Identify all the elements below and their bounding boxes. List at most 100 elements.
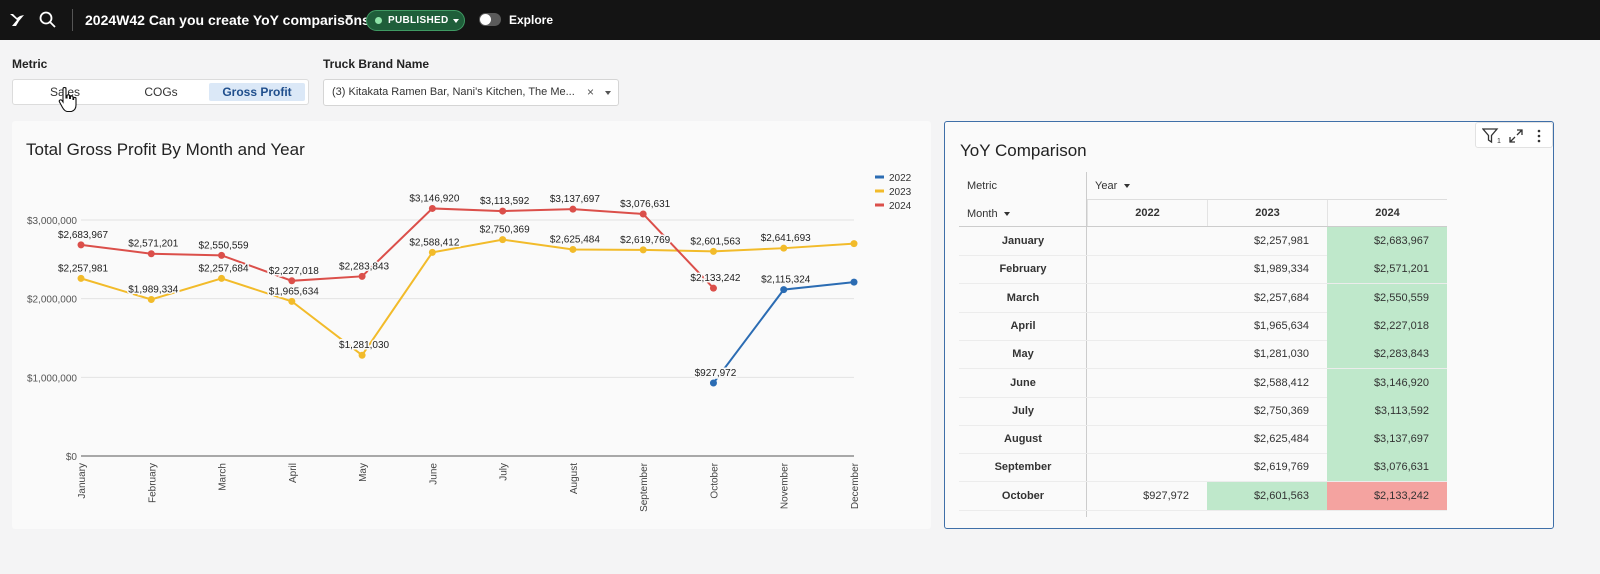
pivot-cell (1087, 340, 1207, 368)
legend-label: 2023 (889, 187, 912, 198)
pivot-cell: $2,683,967 (1327, 227, 1447, 255)
data-point-2023 (709, 247, 717, 255)
explore-toggle[interactable] (479, 13, 501, 26)
pivot-cell (1087, 397, 1207, 425)
yoy-title: YoY Comparison (960, 141, 1087, 160)
metric-option-cogs[interactable]: COGs (144, 85, 178, 99)
x-tick-label: April (288, 463, 299, 483)
data-point-2024 (288, 277, 296, 285)
explore-label: Explore (509, 13, 554, 27)
workbook-title[interactable]: 2024W42 Can you create YoY comparisons? (85, 12, 379, 28)
month-row-label: March (1006, 291, 1040, 304)
data-point-2024 (569, 205, 577, 213)
pivot-cell: $2,257,981 (1253, 235, 1309, 247)
row-divider (959, 311, 1447, 313)
status-badge-label: PUBLISHED (388, 15, 449, 26)
x-tick-label: May (358, 463, 369, 482)
header-divider (1087, 199, 1447, 200)
pivot-cell: $2,601,563 (1207, 481, 1327, 510)
chevron-down-icon[interactable] (345, 15, 353, 20)
metric-segmented-control: Sales COGs Gross Profit (12, 79, 309, 105)
data-point-2023 (147, 296, 155, 304)
chevron-down-icon (453, 18, 460, 23)
brand-multiselect-value: (3) Kitakata Ramen Bar, Nani's Kitchen, … (332, 86, 575, 98)
pivot-table: Metric Year Month 2022 2023 2024 January $2,257… (959, 172, 1449, 520)
expand-icon[interactable] (1508, 128, 1524, 144)
pivot-cell: $2,625,484 (1253, 433, 1309, 446)
pivot-cell: $2,588,412 (1253, 376, 1309, 389)
data-label-2023: $2,257,684 (199, 263, 249, 274)
pivot-cell: $3,113,592 (1327, 396, 1447, 425)
pivot-cell: $2,571,201 (1327, 255, 1447, 284)
x-tick-label: November (780, 462, 791, 509)
data-point-2024 (499, 207, 507, 215)
year-column-header: 2023 (1207, 200, 1327, 226)
pivot-cell: $3,137,697 (1327, 425, 1447, 454)
pivot-cell: $2,750,369 (1253, 404, 1309, 417)
divider (72, 9, 73, 31)
row-divider (959, 481, 1447, 483)
month-row-label: February (999, 263, 1047, 276)
data-label-2023: $2,625,484 (550, 234, 600, 245)
data-point-2023 (77, 274, 85, 282)
pivot-cell: $3,076,631 (1327, 453, 1447, 482)
data-label-2023: $2,588,412 (409, 237, 459, 248)
data-point-2022 (780, 286, 788, 294)
data-point-2022 (709, 379, 717, 387)
data-label-2024: $2,550,559 (199, 240, 249, 251)
filter-icon[interactable]: 1 (1482, 128, 1502, 144)
x-tick-label: September (639, 462, 650, 512)
chart-title: Total Gross Profit By Month and Year (26, 140, 305, 159)
x-tick-label: October (709, 462, 720, 498)
clear-icon[interactable]: × (587, 85, 595, 99)
column-divider (1086, 172, 1087, 517)
row-divider (959, 339, 1447, 341)
pivot-cell (1087, 227, 1207, 255)
data-point-2023 (428, 248, 436, 256)
data-label-2023: $2,750,369 (480, 225, 530, 236)
month-row-label: July (1011, 404, 1034, 417)
pivot-cell: $2,283,843 (1327, 340, 1447, 369)
data-point-2024 (639, 210, 647, 218)
y-tick-label: $0 (66, 452, 78, 463)
data-label-2022: $2,115,324 (761, 275, 811, 286)
chevron-down-icon[interactable] (605, 91, 611, 95)
brand-control-label: Truck Brand Name (323, 57, 430, 71)
status-badge[interactable]: PUBLISHED (366, 10, 465, 31)
svg-text:1: 1 (1497, 138, 1501, 144)
data-label-2023: $2,619,769 (620, 235, 670, 246)
data-label-2024: $3,137,697 (550, 194, 600, 205)
data-label-2024: $3,076,631 (620, 199, 670, 210)
month-dropdown-icon[interactable] (1004, 212, 1010, 216)
data-label-2024: $2,283,843 (339, 261, 389, 272)
month-row-label: September (994, 461, 1052, 474)
row-divider (959, 424, 1447, 426)
pivot-cell (1087, 369, 1207, 397)
month-row-label: May (1012, 348, 1034, 361)
data-point-2023 (499, 236, 507, 244)
data-point-2024 (77, 241, 85, 249)
legend-label: 2022 (889, 173, 912, 184)
month-header: Month (967, 208, 998, 220)
search-icon[interactable] (38, 10, 58, 30)
data-label-2024: $2,227,018 (269, 266, 319, 277)
sigma-logo-icon[interactable] (8, 11, 26, 29)
data-label-2023: $2,601,563 (690, 236, 740, 247)
top-bar: 2024W42 Can you create YoY comparisons? … (0, 0, 1600, 40)
year-column-header: 2022 (1087, 200, 1207, 226)
data-point-2024 (147, 250, 155, 258)
year-dropdown-icon[interactable] (1124, 184, 1130, 188)
more-options-icon[interactable] (1536, 128, 1542, 144)
x-tick-label: August (569, 463, 580, 494)
pivot-cell: $1,965,634 (1253, 319, 1309, 332)
data-label-2023: $1,989,334 (128, 285, 178, 296)
metric-option-gross-profit[interactable]: Gross Profit (209, 83, 305, 101)
toggle-knob (480, 14, 491, 25)
month-row-label: August (1004, 433, 1042, 446)
month-row-label: October (1001, 489, 1045, 502)
year-column-header: 2024 (1327, 200, 1447, 226)
month-row-label: January (1001, 235, 1045, 247)
series-line-2023 (80, 238, 855, 357)
brand-multiselect[interactable]: (3) Kitakata Ramen Bar, Nani's Kitchen, … (323, 79, 619, 106)
pivot-cell (1087, 425, 1207, 453)
